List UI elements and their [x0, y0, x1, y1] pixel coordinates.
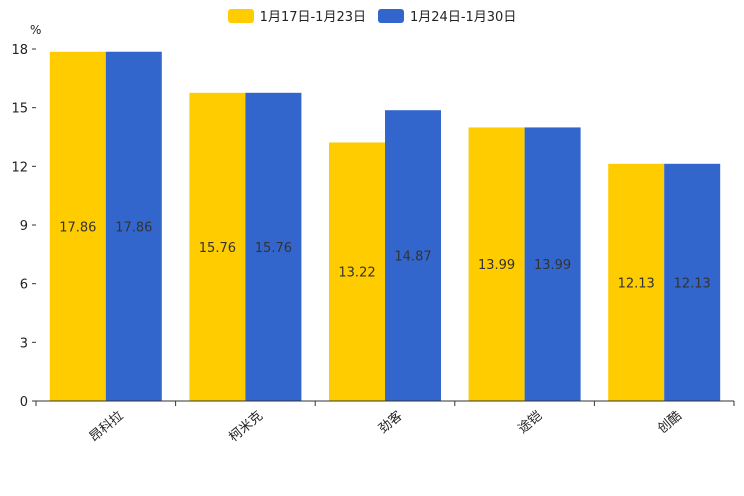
bars: [49, 51, 721, 401]
legend-item-series-2[interactable]: 1月24日-1月30日: [378, 6, 516, 25]
legend-item-series-1[interactable]: 1月17日-1月23日: [227, 6, 366, 25]
y-tick-label-2: 6: [20, 278, 28, 293]
bar-series-1-4[interactable]: [608, 163, 665, 401]
data-label-series-2-2: 14.87: [394, 250, 431, 265]
bar-series-1-0[interactable]: [49, 51, 106, 401]
bar-series-2-0[interactable]: [105, 51, 162, 401]
bar-series-2-3[interactable]: [524, 127, 581, 401]
bar-series-2-2[interactable]: [385, 110, 441, 401]
bar-series-1-1[interactable]: [189, 92, 246, 401]
legend: 1月17日-1月23日 1月24日-1月30日: [0, 6, 744, 25]
y-tick-label-6: 18: [11, 43, 28, 58]
bar-series-1-2[interactable]: [329, 142, 385, 401]
x-tick-label-4: 创酷: [655, 409, 685, 437]
data-label-series-2-4: 12.13: [674, 276, 711, 291]
legend-label-series-2: 1月24日-1月30日: [410, 10, 517, 25]
y-tick-label-5: 15: [11, 102, 28, 117]
data-label-series-1-4: 12.13: [618, 276, 655, 291]
y-tick-label-3: 9: [20, 219, 28, 234]
data-label-series-1-3: 13.99: [478, 258, 515, 273]
data-label-series-1-2: 13.22: [338, 266, 375, 281]
data-label-series-1-0: 17.86: [59, 220, 96, 235]
bar-series-1-3[interactable]: [468, 127, 525, 401]
x-tick-label-2: 劲客: [375, 408, 405, 437]
y-axis-unit-label: %: [30, 23, 41, 37]
x-tick-label-0: 昂科拉: [87, 409, 127, 446]
bar-series-2-1[interactable]: [245, 92, 302, 401]
y-tick-label-4: 12: [11, 160, 28, 175]
y-tick-label-1: 3: [20, 336, 28, 351]
data-label-series-2-0: 17.86: [115, 220, 152, 235]
legend-swatch-series-2: [378, 8, 404, 23]
y-tick-label-0: 0: [20, 395, 28, 410]
legend-label-series-1: 1月17日-1月23日: [259, 10, 366, 25]
data-labels: 17.86 15.76 13.22 13.99 12.13 17.86 15.76 14.87…: [59, 220, 711, 291]
data-label-series-1-1: 15.76: [199, 241, 236, 256]
y-axis-ticks: 0 3 6 9 12 15 18: [11, 43, 36, 410]
x-axis: 昂科拉 柯米克 劲客 途铠 创酷: [35, 400, 735, 446]
data-label-series-2-3: 13.99: [534, 258, 571, 273]
x-tick-label-3: 途铠: [515, 408, 545, 437]
x-tick-label-1: 柯米克: [226, 409, 266, 446]
legend-swatch-series-1: [227, 8, 254, 23]
bar-series-2-4[interactable]: [664, 163, 721, 401]
data-label-series-2-1: 15.76: [255, 241, 292, 256]
